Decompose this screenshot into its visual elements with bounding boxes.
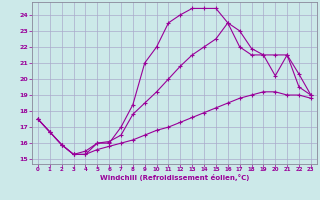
X-axis label: Windchill (Refroidissement éolien,°C): Windchill (Refroidissement éolien,°C) (100, 174, 249, 181)
